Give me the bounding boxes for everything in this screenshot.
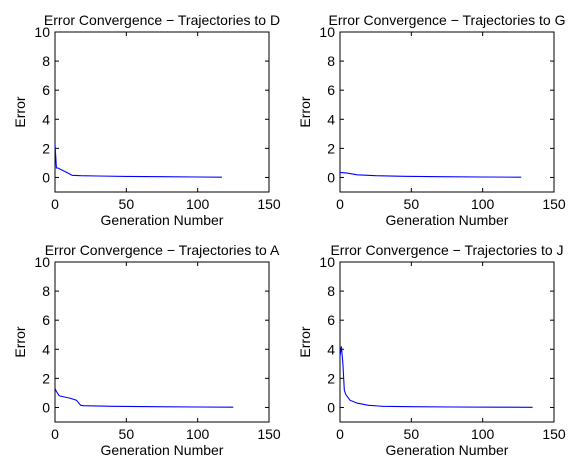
axes-box — [339, 261, 555, 423]
y-tick-label: 2 — [327, 370, 335, 386]
y-tick-label: 0 — [42, 399, 50, 415]
chart-title: Error Convergence − Trajectories to J — [330, 242, 563, 258]
x-tick-label: 0 — [336, 426, 344, 442]
series-line — [339, 171, 522, 178]
x-tick-label: 150 — [542, 196, 566, 212]
y-tick-label: 4 — [327, 341, 335, 357]
x-tick-label: 0 — [51, 426, 59, 442]
y-tick-label: 4 — [327, 111, 335, 127]
series-line — [54, 388, 234, 408]
y-axis-label: Error — [12, 96, 28, 127]
chart-title: Error Convergence − Trajectories to D — [44, 12, 280, 28]
y-tick-label: 2 — [327, 140, 335, 156]
y-tick-label: 10 — [319, 24, 335, 40]
y-tick-label: 2 — [42, 140, 50, 156]
series-line — [54, 143, 222, 178]
x-tick-label: 100 — [471, 196, 495, 212]
x-tick-label: 50 — [119, 196, 135, 212]
y-tick-label: 10 — [34, 254, 50, 270]
y-tick-label: 6 — [42, 312, 50, 328]
y-tick-label: 6 — [327, 82, 335, 98]
y-tick-label: 4 — [42, 111, 50, 127]
y-tick-label: 6 — [327, 312, 335, 328]
y-axis-label: Error — [297, 326, 313, 357]
y-axis-label: Error — [297, 96, 313, 127]
x-tick-label: 0 — [336, 196, 344, 212]
x-tick-label: 50 — [119, 426, 135, 442]
x-tick-label: 150 — [542, 426, 566, 442]
y-tick-label: 8 — [327, 283, 335, 299]
y-tick-label: 6 — [42, 82, 50, 98]
y-tick-label: 10 — [319, 254, 335, 270]
x-tick-label: 150 — [257, 426, 281, 442]
chart-panel-1: Error Convergence − Trajectories to D 0 50… — [12, 12, 281, 228]
y-tick-label: 0 — [327, 399, 335, 415]
x-axis-label: Generation Number — [101, 442, 224, 458]
axes-box — [54, 31, 270, 193]
x-axis-label: Generation Number — [386, 442, 509, 458]
chart-panel-3: Error Convergence − Trajectories to A 0 50… — [12, 242, 281, 458]
chart-panel-2: Error Convergence − Trajectories to G 0 50… — [297, 12, 566, 228]
y-tick-label: 0 — [42, 169, 50, 185]
y-tick-label: 8 — [327, 53, 335, 69]
y-tick-label: 8 — [42, 283, 50, 299]
x-tick-label: 50 — [404, 196, 420, 212]
x-tick-label: 100 — [186, 426, 210, 442]
axes-box — [339, 31, 555, 193]
x-axis-label: Generation Number — [101, 212, 224, 228]
y-tick-label: 2 — [42, 370, 50, 386]
y-tick-label: 10 — [34, 24, 50, 40]
y-tick-label: 8 — [42, 53, 50, 69]
x-tick-label: 150 — [257, 196, 281, 212]
chart-title: Error Convergence − Trajectories to A — [45, 242, 280, 258]
x-axis-label: Generation Number — [386, 212, 509, 228]
x-tick-label: 0 — [51, 196, 59, 212]
x-tick-label: 50 — [404, 426, 420, 442]
chart-panel-4: Error Convergence − Trajectories to J 0 50… — [297, 242, 566, 458]
y-tick-label: 0 — [327, 169, 335, 185]
x-tick-label: 100 — [471, 426, 495, 442]
series-line — [339, 346, 533, 408]
x-tick-label: 100 — [186, 196, 210, 212]
y-axis-label: Error — [12, 326, 28, 357]
axes-box — [54, 261, 270, 423]
chart-title: Error Convergence − Trajectories to G — [329, 12, 566, 28]
y-tick-label: 4 — [42, 341, 50, 357]
